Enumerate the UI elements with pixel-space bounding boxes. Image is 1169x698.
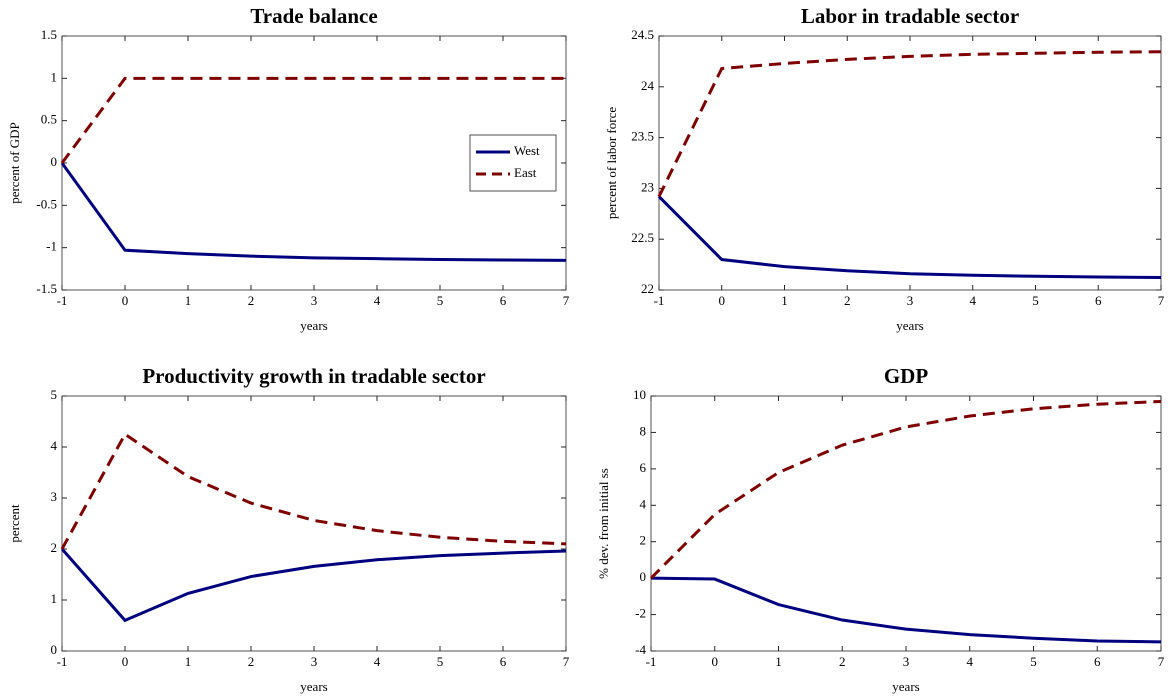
series-line <box>60 432 567 550</box>
y-tick-label: 24.5 <box>631 27 654 42</box>
x-tick-label: 0 <box>712 654 719 669</box>
x-tick-label: 6 <box>1094 654 1101 669</box>
subplot: Productivity growth in tradable sector ye… <box>7 364 570 694</box>
axes-box <box>61 395 567 652</box>
y-tick-label: -1 <box>46 239 57 254</box>
y-tick-label: 5 <box>51 387 58 402</box>
x-tick-label: -1 <box>646 654 657 669</box>
y-tick-label: 1 <box>51 69 58 84</box>
y-tick-label: 4 <box>51 438 58 453</box>
x-axis-label: years <box>896 318 923 333</box>
y-tick-label: 0 <box>51 154 58 169</box>
y-tick-label: -1.5 <box>36 281 57 296</box>
y-tick-label: -4 <box>635 642 646 657</box>
axes-box <box>658 35 1162 291</box>
subplot: Trade balance years percent of GDP -1 0 1 2 3 4 5… <box>7 4 570 333</box>
legend-box <box>469 134 557 192</box>
x-tick-label: 3 <box>903 654 910 669</box>
x-tick-label: 6 <box>1095 293 1102 308</box>
subplot-title: Trade balance <box>250 4 377 28</box>
y-tick-label: 2 <box>640 533 647 548</box>
subplot: Labor in tradable sector years percent of … <box>604 4 1165 333</box>
y-axis-label: % dev. from initial ss <box>596 468 611 579</box>
x-tick-label: -1 <box>57 293 68 308</box>
x-tick-label: 3 <box>311 654 318 669</box>
x-axis-label: years <box>300 679 327 694</box>
x-tick-label: 0 <box>122 654 129 669</box>
y-axis-label: percent of GDP <box>7 122 22 204</box>
y-tick-label: 6 <box>640 460 647 475</box>
x-tick-label: 1 <box>185 654 192 669</box>
y-tick-label: 0 <box>51 642 58 657</box>
x-tick-label: 5 <box>1032 293 1039 308</box>
y-tick-label: 2 <box>51 540 58 555</box>
x-tick-label: 7 <box>563 654 570 669</box>
series-line <box>60 548 567 623</box>
x-tick-label: 0 <box>719 293 726 308</box>
y-tick-label: 10 <box>633 387 646 402</box>
x-tick-label: 2 <box>248 654 255 669</box>
x-tick-label: 4 <box>374 293 381 308</box>
x-tick-label: 2 <box>844 293 851 308</box>
subplot-title: GDP <box>884 364 929 388</box>
y-tick-label: 0 <box>640 569 647 584</box>
y-axis-label: percent <box>7 504 22 543</box>
x-tick-label: 2 <box>839 654 846 669</box>
series-line <box>649 399 1162 580</box>
x-tick-label: 7 <box>1158 654 1165 669</box>
x-tick-label: 1 <box>775 654 782 669</box>
y-tick-label: 3 <box>51 489 58 504</box>
x-tick-label: 3 <box>907 293 914 308</box>
subplot: GDP years % dev. from initial ss -1 0 1 2 3 4 5 6 7… <box>596 364 1165 694</box>
x-tick-label: 5 <box>437 293 444 308</box>
x-tick-label: 1 <box>781 293 788 308</box>
x-tick-label: 5 <box>437 654 444 669</box>
series-line <box>657 195 1162 280</box>
legend-label: West <box>514 143 540 158</box>
y-axis-label: percent of labor force <box>604 107 619 219</box>
y-tick-label: 1 <box>51 591 58 606</box>
subplot-title: Labor in tradable sector <box>801 4 1019 28</box>
x-tick-label: 5 <box>1030 654 1037 669</box>
x-tick-label: 6 <box>500 654 507 669</box>
y-tick-label: 24 <box>641 78 655 93</box>
x-tick-label: 1 <box>185 293 192 308</box>
x-tick-label: 7 <box>1158 293 1165 308</box>
x-tick-label: 4 <box>970 293 977 308</box>
series-line <box>657 50 1162 198</box>
y-tick-label: 0.5 <box>41 112 57 127</box>
y-tick-label: 23.5 <box>631 129 654 144</box>
y-tick-label: -2 <box>635 606 646 621</box>
x-tick-label: 7 <box>563 293 570 308</box>
y-tick-label: 1.5 <box>41 27 57 42</box>
x-tick-label: 4 <box>967 654 974 669</box>
x-tick-label: -1 <box>57 654 68 669</box>
x-tick-label: 3 <box>311 293 318 308</box>
y-tick-label: 22 <box>641 281 654 296</box>
y-tick-label: 4 <box>640 496 647 511</box>
x-axis-label: years <box>300 318 327 333</box>
x-tick-label: -1 <box>654 293 665 308</box>
series-line <box>60 76 566 164</box>
x-tick-label: 2 <box>248 293 255 308</box>
x-tick-label: 6 <box>500 293 507 308</box>
legend-label: East <box>514 165 537 180</box>
axes-box <box>650 395 1162 652</box>
y-tick-label: -0.5 <box>36 196 57 211</box>
series-line <box>650 576 1162 644</box>
subplot-title: Productivity growth in tradable sector <box>142 364 485 388</box>
x-tick-label: 4 <box>374 654 381 669</box>
y-tick-label: 8 <box>640 423 647 438</box>
y-tick-label: 22.5 <box>631 230 654 245</box>
x-axis-label: years <box>892 679 919 694</box>
x-tick-label: 0 <box>122 293 129 308</box>
series-line <box>60 162 567 262</box>
y-tick-label: 23 <box>641 179 654 194</box>
